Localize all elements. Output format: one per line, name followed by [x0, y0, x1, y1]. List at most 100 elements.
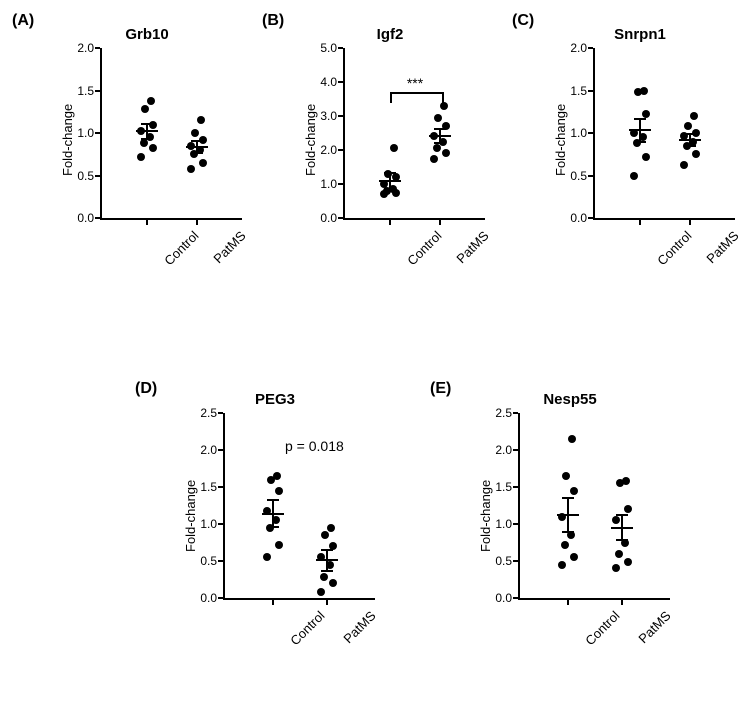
y-tick [218, 523, 223, 525]
data-point [273, 472, 281, 480]
error-cap [562, 497, 574, 499]
y-axis-label: Fold-change [553, 103, 568, 175]
error-cap [321, 549, 333, 551]
y-tick [95, 217, 100, 219]
y-tick [513, 523, 518, 525]
y-tick [95, 47, 100, 49]
error-cap [321, 570, 333, 572]
panel-label-d: (D) [135, 380, 157, 398]
y-tick-label: 2.5 [495, 406, 512, 420]
y-tick-label: 0.5 [495, 554, 512, 568]
data-point [275, 541, 283, 549]
panel-label-e: (E) [430, 380, 451, 398]
data-point [612, 516, 620, 524]
x-category-label: Control [287, 608, 327, 648]
error-cap [616, 539, 628, 541]
error-cap [191, 152, 203, 154]
data-point [624, 505, 632, 513]
data-point [624, 558, 632, 566]
chart-grb10: Grb10 0.00.51.01.52.0Fold-changeControlP… [52, 30, 242, 260]
error-cap [384, 188, 396, 190]
error-cap [684, 145, 696, 147]
data-point [137, 153, 145, 161]
y-tick [588, 47, 593, 49]
y-tick-label: 1.5 [200, 480, 217, 494]
x-category-label: PatMS [211, 228, 249, 266]
y-tick [513, 597, 518, 599]
y-tick-label: 0.5 [200, 554, 217, 568]
y-tick [338, 115, 343, 117]
y-tick [218, 486, 223, 488]
data-point [684, 122, 692, 130]
data-point [147, 97, 155, 105]
y-tick [588, 175, 593, 177]
y-tick [588, 90, 593, 92]
y-tick-label: 1.0 [200, 517, 217, 531]
p-value-text: p = 0.018 [285, 438, 344, 454]
data-point [630, 172, 638, 180]
panel-label-c: (C) [512, 12, 534, 30]
x-tick [639, 220, 641, 225]
y-tick-label: 1.5 [77, 84, 94, 98]
x-category-label: Control [161, 228, 201, 268]
plot-area: 0.01.02.03.04.05.0*** [343, 48, 485, 220]
data-point [622, 477, 630, 485]
y-tick-label: 2.0 [200, 443, 217, 457]
y-tick [95, 132, 100, 134]
data-point [442, 149, 450, 157]
error-bar [146, 124, 148, 139]
error-bar [389, 173, 391, 189]
x-tick [146, 220, 148, 225]
error-cap [434, 142, 446, 144]
data-point [561, 541, 569, 549]
data-point [642, 153, 650, 161]
data-point [275, 487, 283, 495]
data-point [692, 150, 700, 158]
y-axis-label: Fold-change [478, 479, 493, 551]
data-point [612, 564, 620, 572]
error-cap [634, 141, 646, 143]
error-cap [191, 140, 203, 142]
x-category-label: Control [404, 228, 444, 268]
data-point [440, 102, 448, 110]
x-tick [621, 600, 623, 605]
significance-label: *** [407, 75, 423, 91]
error-bar [439, 129, 441, 143]
y-tick [218, 449, 223, 451]
data-point [570, 553, 578, 561]
error-bar [272, 500, 274, 527]
y-tick-label: 1.5 [570, 84, 587, 98]
x-tick [196, 220, 198, 225]
y-tick [338, 217, 343, 219]
y-tick [218, 597, 223, 599]
data-point [141, 105, 149, 113]
y-tick [338, 149, 343, 151]
x-category-label: PatMS [340, 608, 378, 646]
y-tick-label: 2.0 [320, 143, 337, 157]
y-tick [218, 412, 223, 414]
data-point [558, 561, 566, 569]
y-tick-label: 1.0 [77, 126, 94, 140]
y-tick-label: 1.5 [495, 480, 512, 494]
x-tick [326, 600, 328, 605]
chart-igf2: Igf2 0.01.02.03.04.05.0***Fold-changeCon… [295, 30, 485, 260]
panel-label-b: (B) [262, 12, 284, 30]
x-tick [439, 220, 441, 225]
y-tick-label: 0.0 [77, 211, 94, 225]
error-cap [267, 526, 279, 528]
data-point [430, 155, 438, 163]
data-point [390, 144, 398, 152]
y-tick [338, 47, 343, 49]
x-tick [567, 600, 569, 605]
y-tick [513, 560, 518, 562]
y-tick-label: 2.5 [200, 406, 217, 420]
x-tick [389, 220, 391, 225]
data-point [568, 435, 576, 443]
y-tick [588, 217, 593, 219]
y-tick [95, 90, 100, 92]
data-point [680, 161, 688, 169]
error-cap [634, 118, 646, 120]
y-tick-label: 0.5 [570, 169, 587, 183]
y-tick [338, 81, 343, 83]
error-cap [267, 499, 279, 501]
